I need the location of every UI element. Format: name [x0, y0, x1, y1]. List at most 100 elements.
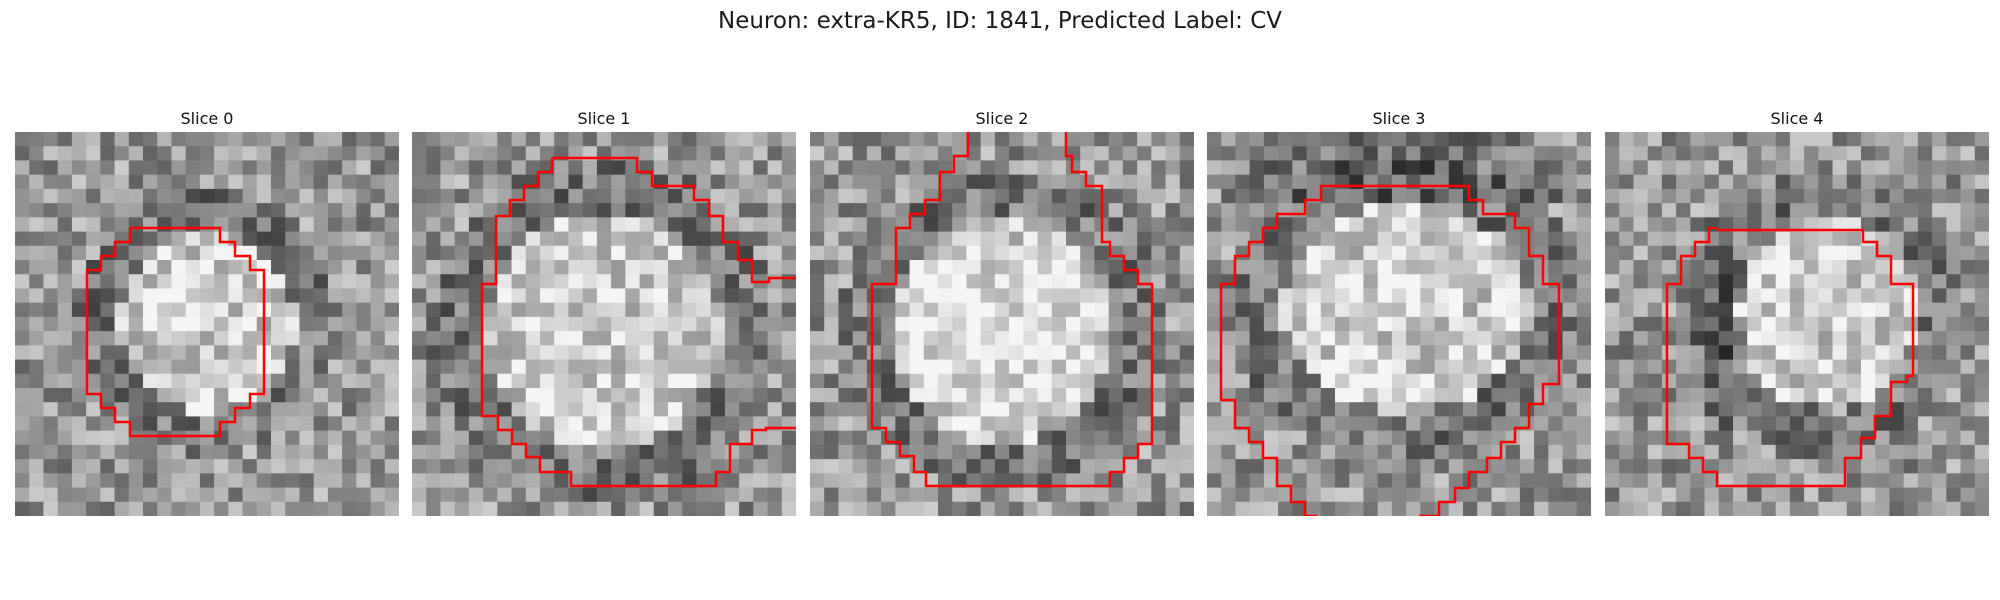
pixel	[696, 146, 712, 162]
pixel	[271, 288, 286, 304]
pixel	[483, 302, 498, 318]
pixel	[511, 487, 527, 503]
pixel	[1946, 132, 1962, 147]
pixel	[696, 245, 712, 261]
pixel	[1960, 188, 1976, 204]
pixel	[15, 245, 30, 261]
pixel	[1633, 345, 1649, 361]
pixel	[29, 160, 45, 176]
pixel	[1889, 359, 1905, 375]
pixel	[1278, 302, 1293, 318]
pixel	[1434, 487, 1450, 503]
pixel	[1391, 487, 1407, 503]
pixel	[57, 444, 73, 460]
pixel	[1221, 231, 1237, 247]
pixel	[1221, 331, 1237, 346]
pixel	[1804, 188, 1819, 204]
pixel	[1320, 245, 1336, 261]
pixel	[881, 288, 896, 304]
pixel	[128, 316, 144, 332]
pixel	[412, 288, 427, 304]
pixel	[1335, 245, 1350, 261]
pixel	[653, 274, 669, 290]
pixel	[1861, 473, 1876, 489]
pixel	[1519, 430, 1535, 446]
pixel	[114, 274, 130, 290]
pixel	[1960, 302, 1976, 318]
pixel	[1292, 501, 1308, 516]
pixel	[214, 473, 229, 489]
pixel	[242, 217, 258, 233]
pixel	[739, 331, 754, 346]
pixel	[1974, 174, 1989, 190]
pixel	[1165, 203, 1181, 218]
pixel	[370, 459, 386, 474]
pixel	[285, 331, 301, 346]
pixel	[1946, 288, 1962, 304]
pixel	[710, 388, 726, 403]
pixel	[540, 217, 555, 233]
pixel	[710, 132, 726, 147]
pixel	[980, 316, 996, 332]
pixel	[214, 288, 229, 304]
pixel	[285, 359, 301, 375]
pixel	[468, 388, 484, 403]
pixel	[86, 430, 101, 446]
pixel	[909, 345, 925, 361]
pixel	[1619, 302, 1635, 318]
pixel	[1747, 501, 1763, 516]
pixel	[1235, 388, 1251, 403]
pixel	[739, 217, 754, 233]
pixel	[214, 416, 229, 432]
pixel	[1420, 260, 1436, 275]
pixel	[426, 473, 442, 489]
pixel	[696, 487, 712, 503]
pixel	[1804, 132, 1819, 147]
pixel	[568, 459, 584, 474]
pixel	[1434, 188, 1450, 204]
pixel	[1875, 188, 1891, 204]
pixel	[1151, 302, 1167, 318]
pixel	[838, 146, 854, 162]
pixel	[100, 459, 116, 474]
pixel	[1037, 459, 1053, 474]
pixel	[242, 359, 258, 375]
pixel	[1861, 416, 1876, 432]
pixel	[1165, 501, 1181, 516]
pixel	[1562, 174, 1578, 190]
pixel	[327, 416, 343, 432]
pixel	[1818, 430, 1834, 446]
pixel	[696, 402, 712, 418]
pixel	[710, 316, 726, 332]
pixel	[1633, 416, 1649, 432]
pixel	[1037, 302, 1053, 318]
pixel	[1477, 501, 1493, 516]
pixel	[1676, 316, 1691, 332]
pixel	[1491, 288, 1507, 304]
pixel	[1718, 430, 1734, 446]
pixel	[1391, 402, 1407, 418]
pixel	[1151, 487, 1167, 503]
pixel	[753, 345, 769, 361]
pixel	[696, 331, 712, 346]
pixel	[43, 373, 59, 389]
pixel	[1548, 245, 1564, 261]
pixel	[468, 501, 484, 516]
pixel	[682, 487, 698, 503]
pixel	[1818, 501, 1834, 516]
pixel	[1249, 473, 1265, 489]
pixel	[639, 132, 655, 147]
pixel	[426, 288, 442, 304]
pixel	[540, 501, 555, 516]
pixel	[1789, 260, 1805, 275]
pixel	[483, 132, 498, 147]
pixel	[100, 288, 116, 304]
pixel	[554, 459, 570, 474]
pixel	[1066, 473, 1081, 489]
pixel	[1661, 416, 1677, 432]
pixel	[668, 245, 683, 261]
pixel	[370, 430, 386, 446]
pixel	[1846, 359, 1862, 375]
pixel	[639, 245, 655, 261]
pixel	[1080, 416, 1096, 432]
